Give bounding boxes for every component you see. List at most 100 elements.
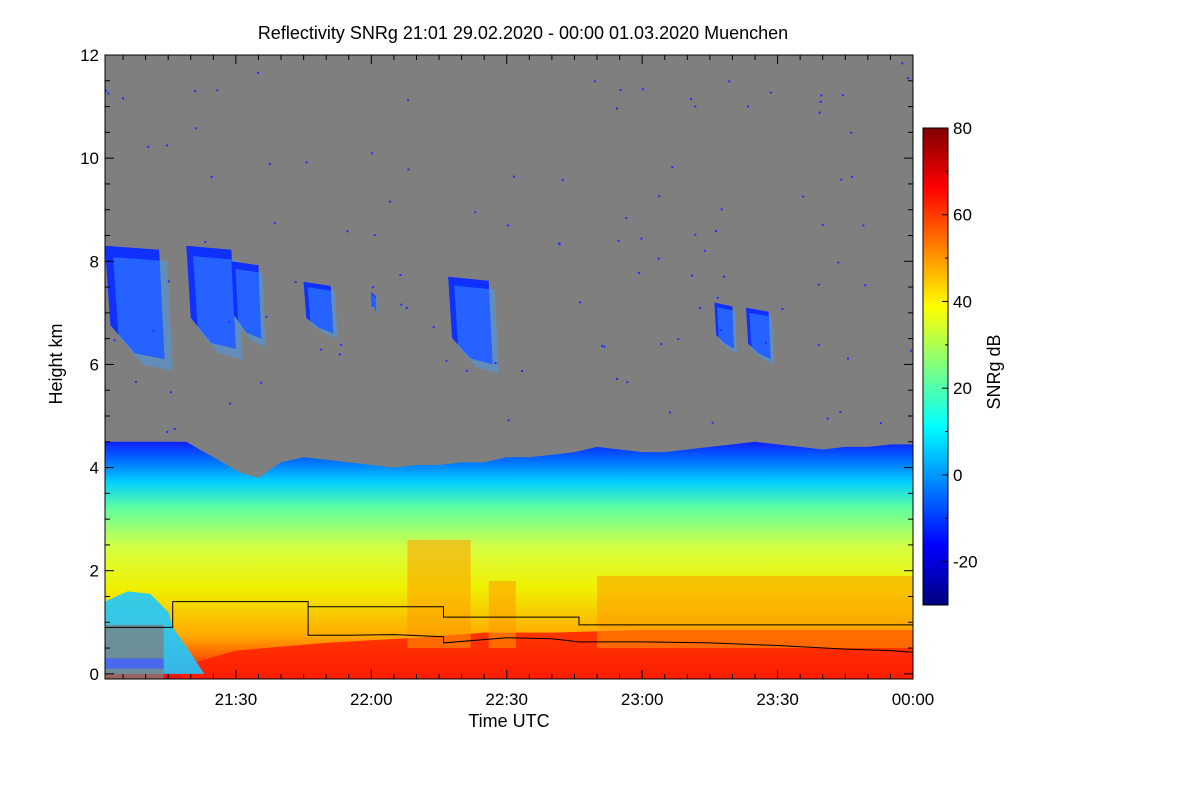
speckle-dot [165, 144, 168, 147]
speckle-dot [432, 326, 435, 329]
speckle-dot [257, 71, 259, 74]
y-tick-label: 12 [80, 46, 99, 65]
aerosol-layer-line [307, 606, 913, 653]
speckle-dot [658, 195, 661, 198]
speckle-dot [819, 100, 822, 103]
speckle-dot [507, 419, 510, 422]
chart-title: Reflectivity SNRg 21:01 29.02.2020 - 00:… [258, 23, 788, 43]
y-tick-label: 10 [80, 149, 99, 168]
speckle-dot [204, 241, 207, 243]
speckle-dot [400, 303, 403, 306]
speckle-dot [228, 320, 231, 323]
speckle-dot [671, 166, 674, 169]
speckle-dot [837, 261, 840, 264]
speckle-dot [617, 239, 620, 242]
cloud-patch-0 [105, 245, 165, 360]
speckle-dot [169, 391, 172, 394]
cloud-patch-7 [746, 307, 771, 360]
speckle-dot [593, 80, 596, 83]
x-tick-label: 22:00 [350, 690, 393, 709]
speckle-dot [691, 274, 693, 277]
x-axis-ticks: 21:30 22:00 22:30 23:00 23:30 00:00 [122, 55, 935, 709]
cloud-core-7 [749, 312, 775, 365]
speckle-dot [698, 307, 701, 310]
speckle-dot [320, 348, 323, 351]
noise-speckle [105, 62, 912, 433]
speckle-dot [716, 296, 719, 299]
speckle-dot [273, 221, 276, 224]
speckle-dot [711, 421, 714, 424]
speckle-dot [715, 229, 718, 232]
speckle-dot [122, 97, 124, 100]
y-tick-label: 2 [90, 562, 99, 581]
speckle-dot [641, 88, 644, 91]
speckle-dot [166, 430, 169, 433]
speckle-dot [847, 357, 849, 360]
y-tick-label: 8 [90, 252, 99, 271]
speckle-dot [494, 362, 497, 364]
speckle-dot [850, 175, 853, 178]
cloud-core-3 [307, 287, 338, 339]
speckle-dot [506, 224, 509, 227]
cloud-patch-3 [303, 281, 334, 334]
warm-column-0 [407, 539, 471, 649]
x-tick-label: 23:30 [756, 690, 799, 709]
x-tick-label: 23:00 [621, 690, 664, 709]
near-ground-echo [105, 658, 164, 669]
y-tick-label: 6 [90, 355, 99, 374]
speckle-dot [841, 94, 844, 97]
cloud-core-0 [113, 257, 173, 371]
speckle-dot [619, 89, 622, 92]
speckle-dot [616, 107, 618, 110]
speckle-dot [640, 237, 643, 240]
speckle-dot [769, 91, 772, 94]
speckle-dot [677, 338, 680, 341]
x-tick-label: 00:00 [892, 690, 935, 709]
speckle-dot [338, 353, 341, 356]
cloud-patch-2 [231, 261, 262, 339]
speckle-dot [694, 233, 697, 236]
speckle-dot [260, 381, 263, 384]
cloud-core-1 [193, 256, 243, 360]
speckle-dot [720, 208, 723, 211]
speckle-dot [113, 339, 116, 342]
colorbar-title: SNRg dB [984, 334, 1004, 409]
mixing-layer-line [105, 601, 913, 628]
cloud-core-6 [717, 307, 737, 354]
y-tick-label: 0 [90, 665, 99, 684]
speckle-dot [626, 381, 629, 384]
speckle-dot [747, 105, 750, 108]
speckle-dot [637, 272, 640, 275]
speckle-dot [194, 127, 197, 130]
speckle-dot [728, 80, 731, 83]
speckle-dot [694, 105, 697, 108]
x-tick-label: 22:30 [485, 690, 528, 709]
speckle-dot [603, 345, 606, 348]
speckle-dot [451, 322, 454, 324]
speckle-dot [373, 234, 376, 237]
cloud-patch-5 [448, 276, 493, 365]
y-axis-title: Height km [46, 323, 66, 404]
speckle-dot [781, 308, 784, 311]
speckle-dot [210, 176, 213, 179]
speckle-dot [305, 161, 308, 164]
speckle-dot [850, 131, 853, 134]
speckle-dot [657, 257, 660, 260]
plot-frame [104, 54, 914, 680]
speckle-dot [669, 411, 671, 414]
speckle-dot [820, 94, 823, 97]
colorbar-tick-label: 40 [953, 293, 972, 312]
speckle-dot [909, 349, 912, 352]
speckle-dot [389, 200, 391, 203]
colorbar-tick-label: 0 [953, 466, 962, 485]
speckle-dot [152, 329, 155, 332]
speckle-dot [105, 89, 107, 92]
colorbar-ticks: -20 0 20 40 60 80 [942, 119, 978, 572]
speckle-dot [907, 77, 910, 80]
near-ground-gap [105, 624, 164, 679]
speckle-dot [879, 422, 882, 425]
x-tick-label: 21:30 [215, 690, 258, 709]
speckle-dot [660, 343, 663, 346]
x-axis-title: Time UTC [468, 711, 549, 731]
low-level-high-reflectivity-band [105, 539, 913, 679]
